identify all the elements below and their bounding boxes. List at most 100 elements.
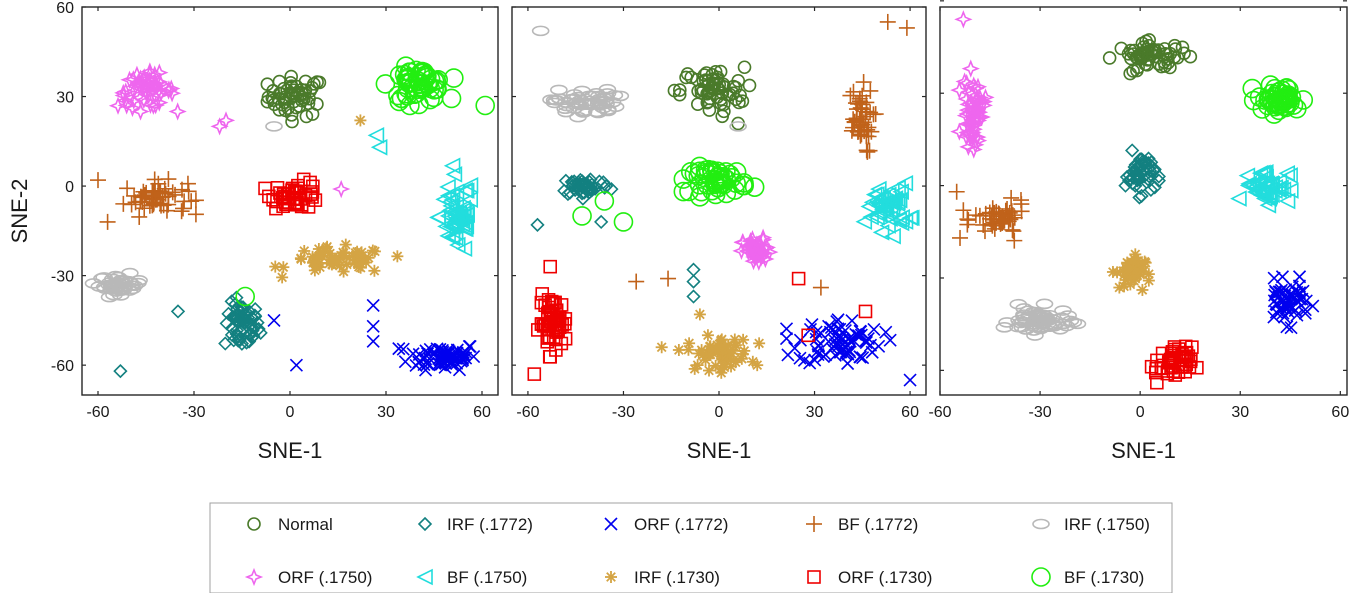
point-orf-1730	[542, 349, 557, 364]
point-bf-1772	[851, 90, 868, 107]
point-orf-1750	[956, 127, 976, 146]
point-bf-1750	[1230, 190, 1247, 207]
point-orf-1730	[305, 185, 320, 199]
point-irf-1750	[998, 317, 1016, 328]
point-irf-1730	[310, 251, 323, 264]
point-orf-1750	[961, 59, 980, 78]
point-irf-1772	[686, 262, 701, 277]
x-tick-label: -30	[182, 404, 205, 421]
point-normal	[284, 79, 299, 93]
point-irf-1772	[229, 312, 244, 327]
point-irf-1772	[530, 217, 545, 233]
point-bf-1730	[397, 78, 418, 99]
point-bf-1772	[992, 215, 1009, 232]
point-bf-1750	[1246, 183, 1264, 201]
point-orf-1730	[1168, 368, 1183, 382]
point-orf-1750	[216, 111, 236, 130]
point-bf-1730	[680, 162, 701, 182]
x-tick-label: -60	[86, 404, 109, 421]
point-orf-1772	[838, 324, 852, 338]
point-orf-1772	[462, 339, 476, 353]
legend-label: BF (.1772)	[838, 515, 918, 534]
point-bf-1772	[1005, 223, 1022, 240]
legend-label: IRF (.1772)	[447, 515, 533, 534]
point-bf-1750	[1262, 175, 1279, 192]
point-orf-1772	[810, 344, 824, 358]
x-axis-title: SNE-1	[1111, 438, 1176, 463]
legend-marker-irf-1730	[605, 571, 617, 583]
point-normal	[284, 108, 299, 122]
point-bf-1772	[1004, 207, 1021, 224]
x-tick-label: 0	[1136, 404, 1145, 421]
point-normal	[292, 99, 307, 113]
point-orf-1772	[366, 334, 380, 348]
point-irf-1772	[221, 306, 236, 321]
point-irf-1772	[247, 308, 262, 323]
point-orf-1772	[444, 349, 459, 364]
point-irf-1772	[1128, 178, 1143, 193]
point-orf-1730	[549, 312, 564, 327]
plot-area	[84, 56, 496, 379]
point-bf-1730	[1260, 75, 1281, 95]
point-orf-1772	[831, 322, 845, 336]
point-irf-1772	[251, 321, 266, 337]
point-normal	[299, 109, 314, 124]
point-irf-1730	[1111, 266, 1124, 279]
point-bf-1772	[996, 212, 1013, 229]
point-bf-1750	[441, 218, 459, 235]
point-irf-1772	[1125, 143, 1140, 158]
point-normal	[691, 84, 705, 98]
point-bf-1772	[176, 193, 193, 210]
y-tick-label: -30	[51, 269, 74, 286]
point-orf-1772	[366, 298, 380, 313]
x-tick-label: 0	[715, 404, 724, 421]
point-normal	[723, 87, 737, 102]
point-bf-1750	[855, 213, 873, 231]
point-orf-1772	[811, 348, 825, 362]
point-normal	[1123, 66, 1137, 81]
point-bf-1772	[1003, 189, 1020, 206]
point-bf-1772	[862, 82, 879, 99]
point-orf-1750	[972, 107, 991, 127]
point-irf-1730	[294, 252, 307, 265]
point-orf-1750	[131, 88, 150, 107]
point-irf-1750	[1045, 320, 1063, 332]
legend-marker-bf-1730	[1031, 567, 1051, 587]
point-bf-1750	[881, 201, 899, 219]
point-bf-1772	[187, 192, 204, 209]
point-orf-1772	[456, 351, 470, 366]
point-normal	[310, 97, 324, 111]
point-irf-1750	[93, 273, 111, 284]
point-irf-1730	[688, 362, 701, 375]
x-tick-label: 30	[1231, 404, 1249, 421]
point-orf-1772	[1280, 320, 1294, 334]
legend-item-normal: Normal	[247, 515, 333, 534]
legend-item-orf-1772: ORF (.1772)	[604, 515, 728, 534]
point-orf-1750	[131, 69, 150, 88]
point-bf-1772	[152, 195, 169, 212]
point-irf-1730	[672, 343, 685, 356]
point-bf-1772	[855, 74, 872, 91]
point-orf-1750	[168, 102, 187, 121]
y-tick-label: 60	[56, 0, 74, 17]
point-irf-1730	[356, 253, 369, 266]
point-orf-1772	[396, 342, 410, 356]
point-orf-1730	[1149, 361, 1164, 376]
point-orf-1730	[540, 334, 555, 349]
point-irf-1772	[244, 310, 259, 325]
legend-item-orf-1730: ORF (.1730)	[807, 568, 932, 587]
point-orf-1730	[294, 199, 309, 214]
point-bf-1730	[235, 286, 255, 307]
point-irf-1750	[1013, 321, 1032, 333]
point-irf-1772	[239, 335, 254, 350]
point-irf-1750	[1009, 298, 1028, 310]
point-orf-1750	[332, 179, 351, 199]
point-orf-1750	[747, 235, 766, 254]
point-orf-1772	[1277, 310, 1291, 324]
point-orf-1750	[968, 94, 987, 113]
point-orf-1750	[950, 122, 969, 141]
point-irf-1750	[592, 98, 611, 110]
point-bf-1730	[744, 177, 765, 197]
x-tick-label: -30	[612, 404, 635, 421]
point-irf-1750	[1035, 298, 1054, 310]
